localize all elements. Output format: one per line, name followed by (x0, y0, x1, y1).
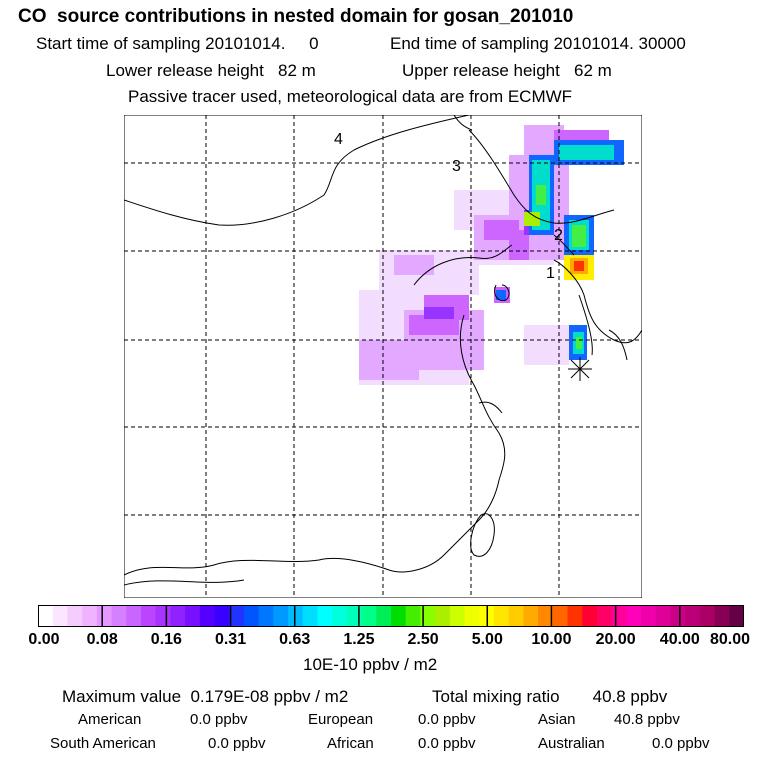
colorbar-swatch (67, 605, 83, 627)
colorbar-swatch (140, 605, 157, 627)
region-label-1: 1 (546, 265, 555, 282)
lower-release-height: Lower release height 82 m (106, 61, 316, 80)
total-mixing-ratio: Total mixing ratio 40.8 ppbv (432, 687, 668, 706)
colorbar (38, 605, 744, 627)
max-value: Maximum value 0.179E-08 ppbv / m2 (62, 687, 349, 706)
colorbar-swatch (641, 605, 657, 627)
colorbar-swatch (332, 605, 348, 627)
african-label: African (327, 735, 374, 752)
colorbar-swatch (611, 605, 627, 627)
colorbar-swatch (729, 605, 744, 627)
colorbar-swatch (155, 605, 171, 627)
colorbar-swatch (714, 605, 730, 627)
colorbar-swatch (464, 605, 480, 627)
plume-field (359, 125, 624, 385)
colorbar-tick-label: 0.08 (86, 631, 118, 648)
tracer-info: Passive tracer used, meteorological data… (128, 87, 573, 106)
colorbar-swatch (185, 605, 201, 627)
map-panel: 1 2 3 4 (124, 115, 642, 598)
south-american-value: 0.0 ppbv (208, 735, 266, 752)
colorbar-swatch (199, 605, 215, 627)
asian-value: 40.8 ppbv (614, 711, 680, 728)
colorbar-swatch (493, 605, 510, 627)
colorbar-swatch (655, 605, 671, 627)
colorbar-tick-label: 40.00 (659, 631, 700, 648)
colorbar-swatch (214, 605, 230, 627)
european-value: 0.0 ppbv (418, 711, 476, 728)
south-american-label: South American (50, 735, 156, 752)
colorbar-swatch (302, 605, 318, 627)
african-value: 0.0 ppbv (418, 735, 476, 752)
colorbar-swatch (582, 605, 598, 627)
colorbar-swatch (405, 605, 421, 627)
colorbar-swatch (626, 605, 642, 627)
colorbar-swatch (567, 605, 583, 627)
colorbar-tick-label: 0.16 (150, 631, 182, 648)
american-value: 0.0 ppbv (190, 711, 248, 728)
colorbar-swatch (111, 605, 127, 627)
colorbar-tick-label: 1.25 (343, 631, 375, 648)
american-label: American (78, 711, 142, 728)
colorbar-swatch (391, 605, 407, 627)
colorbar-swatch (538, 605, 554, 627)
colorbar-tick-label: 20.00 (595, 631, 636, 648)
colorbar-swatch (170, 605, 186, 627)
region-label-3: 3 (452, 158, 461, 175)
australian-label: Australian (538, 735, 605, 752)
start-time: Start time of sampling 20101014. 0 (36, 34, 319, 53)
colorbar-swatch (670, 605, 686, 627)
european-label: European (308, 711, 374, 728)
page-title: CO source contributions in nested domain… (18, 6, 574, 27)
colorbar-tick-label: 0.00 (28, 631, 60, 648)
colorbar-tick-label: 0.63 (279, 631, 311, 648)
end-time: End time of sampling 20101014. 30000 (390, 34, 686, 53)
colorbar-swatch (229, 605, 245, 627)
colorbar-swatch (449, 605, 466, 627)
upper-release-height: Upper release height 62 m (402, 61, 612, 80)
colorbar-swatch (596, 605, 613, 627)
colorbar-swatch (435, 605, 451, 627)
colorbar-swatch (361, 605, 377, 627)
colorbar-swatch (523, 605, 539, 627)
colorbar-units: 10E-10 ppbv / m2 (303, 655, 438, 674)
colorbar-tick-label: 80.00 (709, 631, 751, 648)
colorbar-swatch (699, 605, 716, 627)
colorbar-swatch (552, 605, 568, 627)
grid-lines (124, 115, 642, 598)
region-label-2: 2 (554, 227, 563, 244)
star-receptor-icon (568, 357, 592, 381)
colorbar-swatch (508, 605, 524, 627)
colorbar-tick-label: 0.31 (214, 631, 247, 648)
colorbar-swatch (126, 605, 142, 627)
colorbar-tick-label: 2.50 (407, 631, 439, 648)
colorbar-swatch (273, 605, 289, 627)
region-label-4: 4 (334, 131, 343, 148)
colorbar-swatch (317, 605, 333, 627)
colorbar-swatch (420, 605, 436, 627)
colorbar-swatch (258, 605, 274, 627)
asian-label: Asian (538, 711, 576, 728)
colorbar-swatch (243, 605, 260, 627)
colorbar-swatch (52, 605, 68, 627)
australian-value: 0.0 ppbv (652, 735, 710, 752)
colorbar-swatch (376, 605, 392, 627)
colorbar-swatch (685, 605, 701, 627)
colorbar-swatch (96, 605, 113, 627)
colorbar-swatch (82, 605, 98, 627)
colorbar-tick-label: 5.00 (471, 631, 503, 648)
colorbar-tick-label: 10.00 (531, 631, 572, 648)
colorbar-swatch (38, 605, 54, 627)
colorbar-swatch (346, 605, 363, 627)
colorbar-swatch (288, 605, 304, 627)
